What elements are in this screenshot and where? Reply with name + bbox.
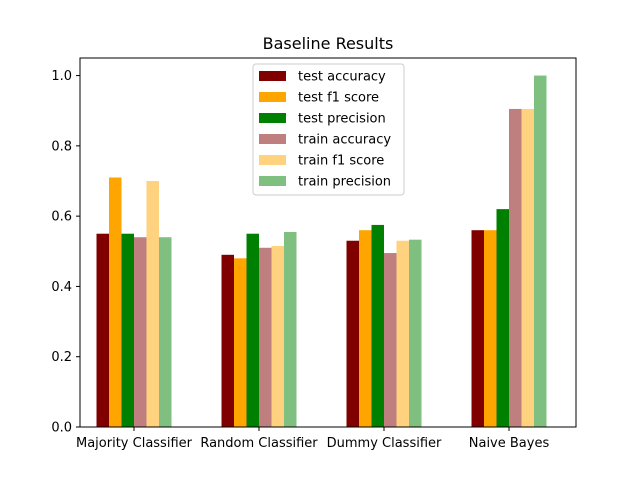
bar-test-accuracy-2 (346, 240, 359, 427)
bar-test-f1-score-0 (109, 177, 122, 427)
y-tick-label: 1.0 (51, 69, 72, 84)
bar-train-precision-0 (159, 237, 172, 427)
x-tick-label: Random Classifier (200, 436, 318, 451)
legend-swatch (259, 71, 286, 81)
bar-train-accuracy-1 (259, 247, 272, 427)
bar-test-f1-score-3 (484, 230, 497, 427)
y-tick-label: 0.8 (51, 139, 72, 154)
bar-train-precision-3 (534, 75, 547, 427)
y-tick-label: 0.0 (51, 421, 72, 436)
bar-test-accuracy-3 (471, 230, 484, 427)
legend-label: test precision (298, 112, 386, 127)
y-tick-label: 0.4 (51, 280, 72, 295)
y-tick-label: 0.2 (51, 350, 72, 365)
y-tick-label: 0.6 (51, 210, 72, 225)
x-tick-label: Naive Bayes (469, 436, 550, 451)
legend-label: train f1 score (298, 154, 384, 169)
bar-train-accuracy-2 (384, 253, 397, 427)
bar-train-precision-2 (409, 239, 422, 427)
legend-label: test f1 score (298, 91, 379, 106)
legend-swatch (259, 134, 286, 144)
legend-swatch (259, 92, 286, 102)
chart-title: Baseline Results (263, 34, 394, 53)
bar-train-f1-score-3 (521, 108, 534, 428)
bar-train-accuracy-3 (509, 108, 522, 428)
legend-label: train precision (298, 175, 391, 190)
bar-test-accuracy-1 (221, 254, 234, 427)
bar-train-f1-score-0 (146, 181, 159, 427)
bar-train-accuracy-0 (134, 237, 147, 427)
legend-box (252, 63, 405, 196)
bar-test-precision-3 (496, 209, 509, 427)
legend: test accuracy test f1 score test precision… (252, 63, 405, 196)
plot-frame (79, 57, 577, 428)
bar-test-precision-0 (121, 233, 134, 427)
bar-train-f1-score-1 (271, 246, 284, 427)
bar-test-precision-2 (371, 224, 384, 427)
x-tick-label: Dummy Classifier (327, 436, 442, 451)
bar-test-f1-score-1 (234, 258, 247, 427)
legend-label: test accuracy (298, 70, 386, 85)
bar-test-accuracy-0 (96, 233, 109, 427)
bar-train-precision-1 (284, 231, 297, 427)
legend-swatch (259, 155, 286, 165)
bars-layer (96, 75, 547, 428)
axes-layer: 0.0 0.2 0.4 0.6 0.8 1.0 Majority Classifier Ran… (51, 57, 577, 451)
legend-label: train accuracy (298, 133, 391, 148)
bar-test-f1-score-2 (359, 230, 372, 427)
bar-test-precision-1 (246, 233, 259, 427)
bar-train-f1-score-2 (396, 240, 409, 427)
legend-swatch (259, 113, 286, 123)
legend-swatch (259, 176, 286, 186)
x-tick-label: Majority Classifier (76, 436, 193, 451)
